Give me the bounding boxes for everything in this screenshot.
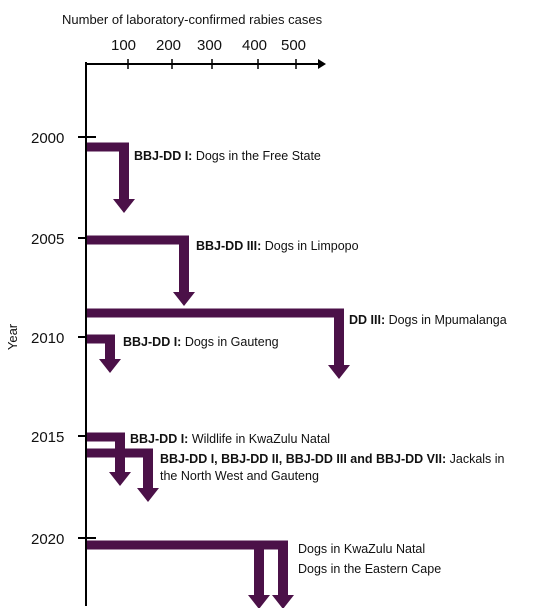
event-label-7: Dogs in KwaZulu Natal: [298, 542, 425, 556]
event-label-6-bold: BBJ-DD I, BBJ-DD II, BBJ-DD III and BBJ-…: [160, 452, 446, 466]
event-label-1-text: Dogs in the Free State: [192, 149, 321, 163]
x-axis-title: Number of laboratory-confirmed rabies ca…: [62, 12, 323, 27]
event-label-5-text: Wildlife in KwaZulu Natal: [188, 432, 330, 446]
event-arrows: [87, 142, 350, 608]
event-label-6-text: Jackals in: [446, 452, 504, 466]
event-label-5-bold: BBJ-DD I:: [130, 432, 188, 446]
event-label-4: BBJ-DD I: Dogs in Gauteng: [123, 335, 279, 349]
event-label-3-text: Dogs in Mpumalanga: [385, 313, 507, 327]
event-arrow-7: [87, 540, 270, 608]
y-tick-label-2015: 2015: [31, 429, 64, 446]
event-label-3-bold: DD III:: [349, 313, 385, 327]
event-label-6-line2: the North West and Gauteng: [160, 469, 319, 483]
event-label-6: BBJ-DD I, BBJ-DD II, BBJ-DD III and BBJ-…: [160, 452, 505, 466]
event-label-8: Dogs in the Eastern Cape: [298, 562, 441, 576]
x-tick-label-400: 400: [242, 37, 267, 54]
event-label-2-bold: BBJ-DD III:: [196, 239, 261, 253]
event-label-2: BBJ-DD III: Dogs in Limpopo: [196, 239, 359, 253]
y-tick-label-2005: 2005: [31, 231, 64, 248]
event-label-4-text: Dogs in Gauteng: [181, 335, 278, 349]
event-label-4-bold: BBJ-DD I:: [123, 335, 181, 349]
x-tick-label-200: 200: [156, 37, 181, 54]
y-axis-title: Year: [5, 323, 20, 350]
event-label-1-bold: BBJ-DD I:: [134, 149, 192, 163]
event-arrow-8: [87, 540, 294, 608]
x-axis-arrowhead: [318, 59, 326, 69]
y-tick-label-2020: 2020: [31, 531, 64, 548]
x-tick-marks: [127, 59, 297, 69]
event-arrow-3: [87, 308, 350, 379]
event-arrow-5: [87, 432, 131, 486]
x-tick-label-300: 300: [197, 37, 222, 54]
x-tick-label-500: 500: [281, 37, 306, 54]
x-tick-label-100: 100: [111, 37, 136, 54]
y-tick-label-2000: 2000: [31, 130, 64, 147]
event-arrow-2: [87, 235, 195, 306]
event-arrow-6: [87, 448, 159, 502]
event-label-3: DD III: Dogs in Mpumalanga: [349, 313, 507, 327]
event-label-1: BBJ-DD I: Dogs in the Free State: [134, 149, 321, 163]
event-arrow-1: [87, 142, 135, 213]
event-label-5: BBJ-DD I: Wildlife in KwaZulu Natal: [130, 432, 330, 446]
y-tick-label-2010: 2010: [31, 330, 64, 347]
event-arrow-4: [87, 334, 121, 373]
event-label-2-text: Dogs in Limpopo: [261, 239, 358, 253]
